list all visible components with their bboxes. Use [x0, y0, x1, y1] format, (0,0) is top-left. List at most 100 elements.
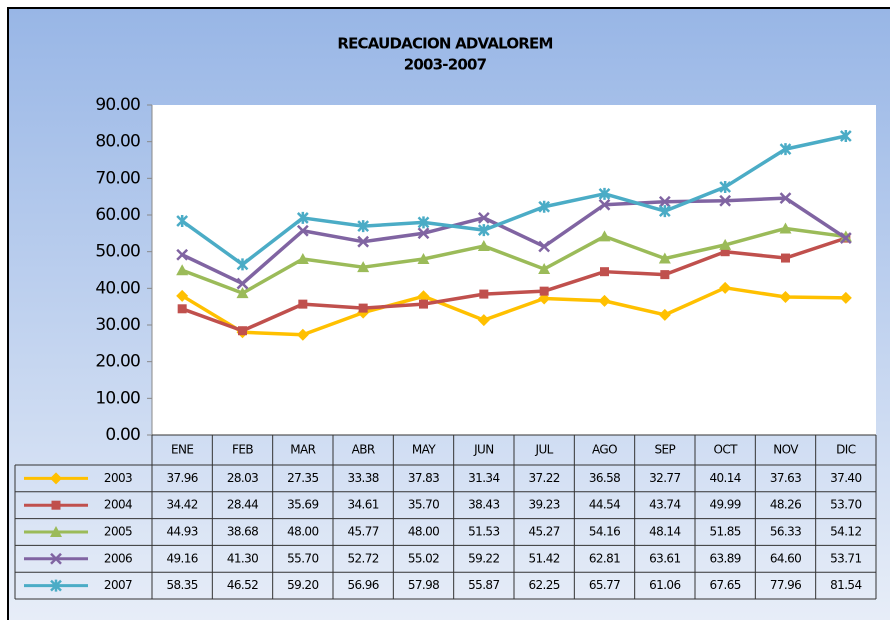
- marker: [779, 222, 792, 234]
- table-cell: 35.70: [408, 498, 439, 512]
- table-cell: 28.03: [227, 471, 258, 485]
- marker: [238, 326, 247, 336]
- marker: [296, 224, 309, 237]
- table-cell: 59.20: [287, 578, 318, 592]
- x-tick-label: MAY: [412, 443, 436, 457]
- table-cell: 56.33: [770, 525, 801, 539]
- table-cell: 39.23: [528, 498, 559, 512]
- marker: [719, 281, 732, 294]
- marker: [477, 211, 490, 224]
- table-cell: 51.85: [709, 525, 740, 539]
- table-cell: 57.98: [408, 578, 439, 592]
- table-cell: 54.16: [589, 525, 620, 539]
- table-cell: 64.60: [770, 551, 801, 565]
- marker: [598, 294, 611, 307]
- x-tick-label: AGO: [592, 443, 617, 457]
- series-line: [181, 236, 847, 333]
- table-cell: 55.70: [287, 551, 318, 565]
- marker: [779, 192, 792, 205]
- x-tick-label: MAR: [290, 443, 315, 457]
- table-cell: 27.35: [287, 471, 318, 485]
- table-cell: 56.96: [347, 578, 378, 592]
- marker: [538, 240, 551, 253]
- marker: [176, 215, 189, 228]
- table-cell: 49.99: [709, 498, 740, 512]
- marker: [839, 130, 852, 143]
- table-cell: 53.71: [830, 551, 861, 565]
- marker: [177, 304, 187, 314]
- marker: [658, 252, 671, 264]
- plot-area: [152, 105, 876, 435]
- x-tick-label: JUL: [535, 443, 554, 457]
- table-cell: 46.52: [227, 578, 258, 592]
- legend-marker: [50, 552, 62, 565]
- chart-title: RECAUDACION ADVALOREM: [337, 35, 552, 53]
- x-tick-label: ENE: [171, 443, 193, 457]
- legend-label: 2006: [104, 551, 132, 565]
- legend-marker: [50, 526, 62, 537]
- table-cell: 37.96: [166, 471, 197, 485]
- marker: [176, 264, 189, 276]
- marker: [658, 195, 671, 208]
- table-cell: 37.40: [830, 471, 861, 485]
- y-tick-label: 60.00: [95, 205, 140, 225]
- x-tick-label: SEP: [655, 443, 676, 457]
- table-cell: 52.72: [347, 551, 378, 565]
- table-cell: 55.87: [468, 578, 499, 592]
- table-cell: 55.02: [408, 551, 439, 565]
- y-tick-label: 80.00: [95, 132, 140, 152]
- table-cell: 65.77: [589, 578, 620, 592]
- marker: [417, 290, 430, 303]
- marker: [538, 200, 551, 213]
- table-cell: 31.34: [468, 471, 499, 485]
- table-cell: 62.81: [589, 551, 620, 565]
- table-cell: 49.16: [166, 551, 197, 565]
- table-cell: 77.96: [770, 578, 801, 592]
- chart-subtitle: 2003-2007: [404, 56, 487, 74]
- marker: [477, 240, 490, 252]
- y-tick-label: 50.00: [95, 242, 140, 262]
- marker: [417, 227, 430, 240]
- table-cell: 34.61: [347, 498, 378, 512]
- marker: [298, 299, 308, 309]
- table-cell: 48.26: [770, 498, 801, 512]
- table-cell: 41.30: [227, 551, 258, 565]
- table-cell: 37.63: [770, 471, 801, 485]
- x-tick-label: OCT: [713, 443, 738, 457]
- marker: [598, 187, 611, 200]
- series-line: [181, 134, 847, 267]
- marker: [779, 291, 792, 304]
- marker: [419, 299, 428, 309]
- marker: [839, 291, 852, 304]
- table-cell: 35.69: [287, 498, 318, 512]
- y-tick-label: 10.00: [95, 388, 140, 408]
- table-cell: 48.00: [287, 525, 318, 539]
- table-cell: 67.65: [709, 578, 740, 592]
- y-tick-label: 40.00: [95, 278, 140, 298]
- marker: [477, 314, 490, 327]
- marker: [719, 238, 732, 250]
- table-cell: 33.38: [347, 471, 378, 485]
- table-cell: 43.74: [649, 498, 680, 512]
- table-cell: 44.54: [589, 498, 620, 512]
- marker: [779, 143, 792, 156]
- marker: [357, 220, 370, 233]
- marker: [236, 258, 249, 271]
- data-table: ENE FEB MAR ABR MAY JUN JUL AGO SEP OCT NOV DIC 2003…: [14, 434, 877, 600]
- y-tick-label: 20.00: [95, 352, 140, 372]
- y-tick-label: 0.00: [105, 425, 140, 445]
- y-tick-label: 70.00: [95, 168, 140, 188]
- table-cell: 28.44: [227, 498, 258, 512]
- marker: [538, 263, 551, 275]
- marker: [839, 232, 852, 244]
- legend-label: 2003: [104, 471, 132, 485]
- series-line: [181, 226, 847, 295]
- table-cell: 40.14: [709, 471, 740, 485]
- marker: [720, 247, 730, 257]
- table-cell: 44.93: [166, 525, 197, 539]
- marker: [598, 230, 611, 242]
- marker: [660, 270, 670, 280]
- legend-marker: [50, 472, 62, 485]
- marker: [479, 289, 489, 299]
- legend-marker: [51, 500, 61, 510]
